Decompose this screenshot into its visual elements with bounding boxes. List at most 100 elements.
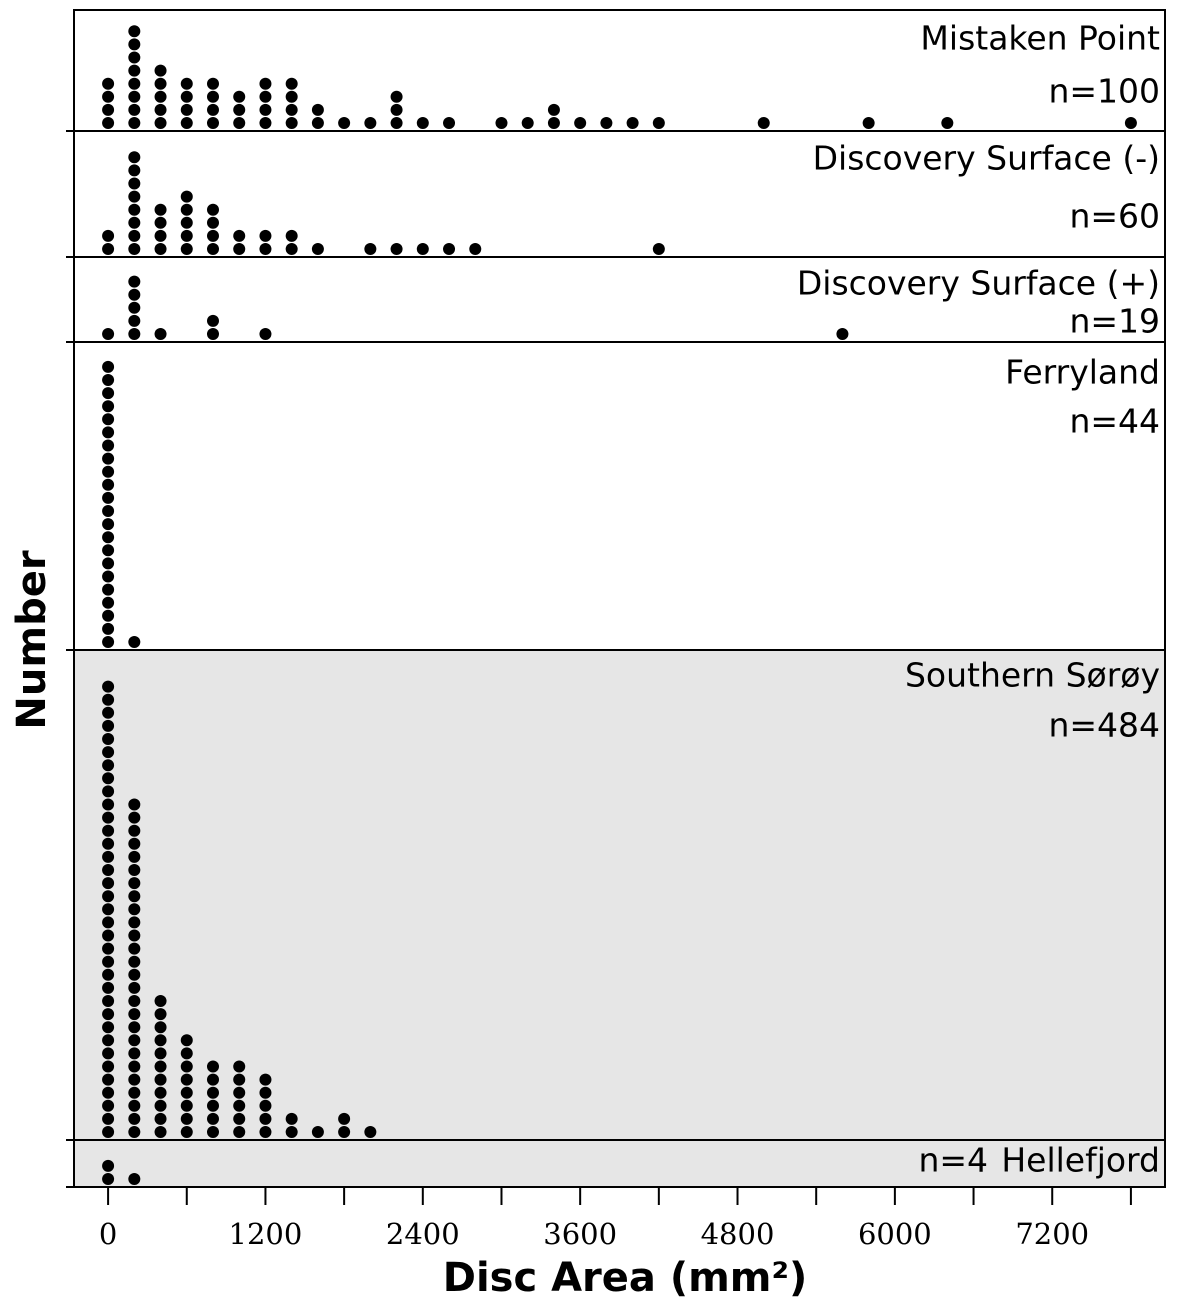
dot — [102, 1034, 115, 1047]
panel-name: Discovery Surface (+) — [797, 264, 1160, 303]
dot — [652, 117, 665, 129]
dot — [547, 103, 560, 116]
dot — [206, 203, 219, 216]
dot — [128, 981, 141, 994]
panel-n: n=19 — [1069, 302, 1160, 341]
dot — [259, 1126, 272, 1138]
dot — [154, 1021, 167, 1034]
dot — [206, 77, 219, 90]
dot — [154, 1086, 167, 1099]
dot — [102, 890, 115, 903]
dot — [154, 328, 167, 340]
panel-background — [74, 257, 1165, 342]
dot — [416, 243, 429, 255]
dot — [102, 557, 115, 570]
dot — [206, 103, 219, 116]
dot — [338, 1112, 351, 1125]
y-axis-label: Number — [9, 550, 55, 729]
dot — [102, 759, 115, 772]
dot — [443, 243, 456, 255]
dot — [416, 117, 429, 129]
panel-name: Ferryland — [1005, 353, 1160, 392]
dot — [102, 824, 115, 837]
dot — [102, 864, 115, 876]
panel-background — [74, 10, 1165, 131]
dot — [154, 90, 167, 103]
dot — [154, 64, 167, 77]
dot — [180, 1099, 193, 1112]
panel-background — [74, 650, 1165, 1140]
dot — [206, 1126, 219, 1138]
dot — [102, 1112, 115, 1125]
dot — [128, 877, 141, 890]
dot — [102, 636, 115, 648]
dot — [102, 544, 115, 557]
dot — [102, 426, 115, 439]
x-tick-label: 6000 — [858, 1217, 932, 1251]
dot — [180, 77, 193, 90]
panel-n: n=484 — [1048, 706, 1160, 745]
dot — [285, 117, 298, 129]
dot — [128, 850, 141, 863]
dot — [259, 1073, 272, 1086]
dot — [102, 243, 115, 255]
dot — [128, 636, 141, 648]
dot — [233, 243, 246, 255]
dot — [128, 1060, 141, 1073]
dot — [128, 1047, 141, 1060]
dot — [102, 850, 115, 863]
dot — [285, 1126, 298, 1138]
panel-name: Mistaken Point — [920, 19, 1160, 58]
dot — [102, 916, 115, 929]
dot — [259, 1099, 272, 1112]
dot — [259, 243, 272, 255]
dot — [102, 680, 115, 693]
dot — [128, 216, 141, 229]
dot — [102, 491, 115, 504]
dot — [102, 229, 115, 242]
dot — [102, 622, 115, 635]
dot — [102, 1047, 115, 1060]
dot — [206, 1060, 219, 1073]
dot — [285, 77, 298, 90]
dot — [206, 243, 219, 255]
dot — [128, 177, 141, 190]
dot — [128, 64, 141, 77]
dot — [102, 772, 115, 785]
dot — [180, 117, 193, 129]
dot — [154, 1047, 167, 1060]
dot — [128, 190, 141, 203]
dot — [206, 1099, 219, 1112]
dot — [102, 583, 115, 596]
dot — [102, 693, 115, 706]
dot — [128, 117, 141, 129]
dot — [180, 1126, 193, 1138]
dot — [338, 117, 351, 129]
dot — [128, 77, 141, 90]
dot — [128, 203, 141, 216]
x-tick-label: 1200 — [229, 1217, 303, 1251]
dot — [128, 164, 141, 177]
dot — [180, 190, 193, 203]
dot — [128, 995, 141, 1007]
dot — [128, 1173, 141, 1185]
dot — [102, 706, 115, 719]
dot — [311, 243, 324, 255]
dot — [154, 1126, 167, 1138]
dot — [154, 995, 167, 1007]
dot — [102, 570, 115, 583]
dot — [652, 243, 665, 255]
dot — [102, 929, 115, 942]
x-tick-label: 3600 — [543, 1217, 617, 1251]
dot — [180, 1112, 193, 1125]
dot — [259, 328, 272, 340]
dot — [102, 837, 115, 850]
dot — [233, 117, 246, 129]
dot — [128, 38, 141, 51]
dot — [574, 117, 587, 129]
dot — [102, 465, 115, 478]
dot — [206, 314, 219, 327]
dot — [154, 243, 167, 255]
